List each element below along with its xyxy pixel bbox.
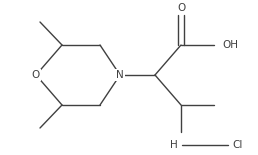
Text: H: H — [170, 140, 178, 150]
Text: O: O — [177, 3, 185, 13]
Text: N: N — [116, 70, 124, 80]
Text: Cl: Cl — [232, 140, 242, 150]
Text: O: O — [32, 70, 40, 80]
Text: OH: OH — [222, 40, 238, 50]
